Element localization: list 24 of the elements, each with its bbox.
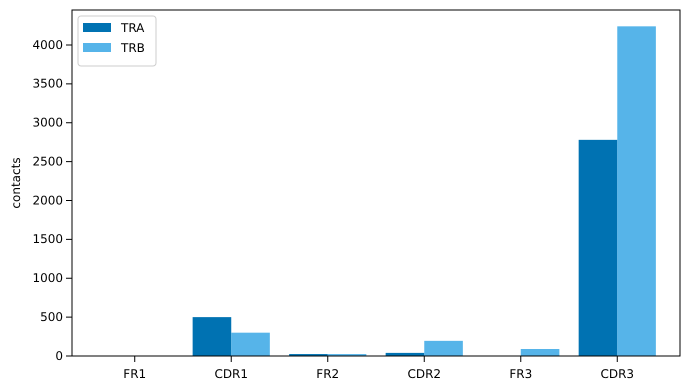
- x-tick-label: FR2: [316, 367, 340, 382]
- y-axis-title: contacts: [9, 157, 23, 209]
- x-tick-label: CDR1: [214, 367, 248, 382]
- bar: [424, 340, 463, 356]
- y-tick-label: 1500: [32, 232, 63, 246]
- y-tick-label: 1000: [32, 271, 63, 286]
- y-tick-label: 3500: [32, 76, 63, 91]
- bar: [617, 26, 656, 356]
- y-tick-label: 2000: [32, 193, 63, 208]
- x-tick-label: FR1: [123, 367, 146, 382]
- legend-label: TRB: [120, 41, 145, 55]
- y-tick-label: 500: [40, 310, 63, 324]
- x-tick-label: FR3: [509, 367, 532, 382]
- y-tick-label: 3000: [32, 116, 63, 130]
- y-tick-label: 2500: [32, 154, 63, 168]
- bar: [231, 332, 270, 356]
- bar: [578, 140, 618, 356]
- x-tick-label: CDR3: [600, 367, 634, 382]
- bar: [520, 349, 560, 356]
- bar: [192, 317, 232, 356]
- y-tick-label: 0: [55, 348, 63, 363]
- y-tick-label: 4000: [32, 38, 63, 52]
- x-tick-label: CDR2: [407, 367, 442, 382]
- legend-label: TRA: [120, 21, 146, 35]
